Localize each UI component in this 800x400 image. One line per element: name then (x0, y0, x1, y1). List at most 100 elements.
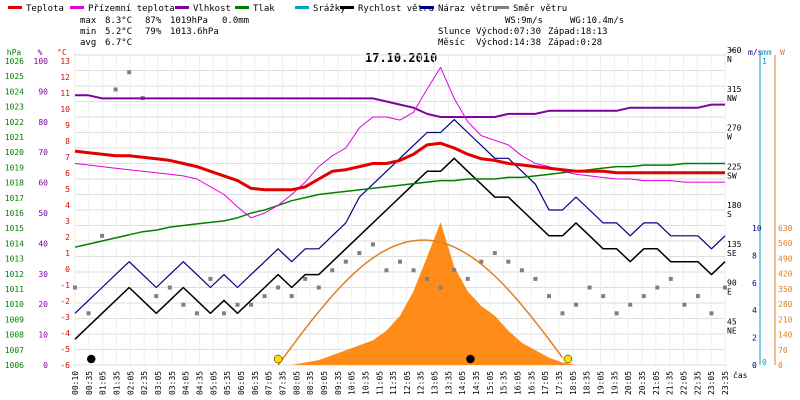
w-tick: 630 (778, 224, 793, 233)
series-wind-speed (74, 157, 726, 340)
w-tick: 490 (778, 254, 793, 263)
sun-path (277, 239, 564, 366)
wind-direction-point (587, 285, 592, 290)
c-tick: 5 (65, 185, 70, 194)
c-tick: -1 (60, 281, 70, 290)
x-tick: 12:05 (403, 371, 412, 395)
svg-text:max: max (80, 16, 97, 26)
axis-title: % (38, 48, 43, 57)
hpa-tick: 1022 (5, 118, 24, 127)
hpa-tick: 1006 (5, 361, 24, 370)
x-tick: 02:35 (140, 371, 149, 395)
x-tick: 03:05 (154, 371, 163, 395)
x-tick: 05:35 (223, 371, 232, 395)
rain: 0.0mm (222, 16, 249, 26)
stats-panel: max 8.3°C 87% 1019hPa 0.0mm min 5.2°C 79… (80, 16, 249, 48)
legend-label: Srážky (313, 4, 346, 14)
pct-tick: 20 (38, 300, 48, 309)
wind-direction-point (235, 302, 240, 307)
direction-tick: 360 (727, 46, 742, 55)
w-tick: 210 (778, 315, 793, 324)
min-press: 1013.6hPa (170, 27, 219, 37)
hpa-tick: 1008 (5, 331, 24, 340)
radiation-area (75, 222, 725, 365)
wind-direction-point (668, 276, 673, 281)
legend-swatch (295, 6, 309, 9)
x-tick: 06:35 (251, 371, 260, 395)
direction-label: NE (727, 326, 737, 335)
hpa-tick: 1023 (5, 103, 24, 112)
series-humidity (75, 94, 725, 118)
c-tick: -4 (60, 329, 70, 338)
sunrise-marker (273, 354, 283, 364)
x-tick: 03:35 (168, 371, 177, 395)
wind-gust-text: WG:10.4m/s (570, 16, 624, 26)
direction-tick: 90 (727, 279, 737, 288)
direction-label: S (727, 210, 732, 219)
wind-direction-point (73, 285, 77, 290)
series-gust (74, 119, 726, 314)
max-hum: 87% (145, 16, 162, 26)
c-tick: 3 (65, 217, 70, 226)
x-tick: 05:05 (209, 371, 218, 395)
wind-direction-point (262, 294, 267, 299)
svg-text:Západ:0:28: Západ:0:28 (548, 38, 602, 48)
axes: 1026102510241023102210211020101910181017… (5, 46, 793, 395)
svg-text:Východ:07:30: Východ:07:30 (476, 27, 541, 37)
mm-tick: 0 (762, 358, 767, 367)
direction-label: NW (727, 94, 737, 103)
w-tick: 0 (778, 361, 783, 370)
legend-swatch (340, 6, 354, 9)
min-hum: 79% (145, 27, 162, 37)
x-tick: 06:05 (237, 371, 246, 395)
wind-direction-point (289, 294, 294, 299)
hpa-tick: 1010 (5, 300, 24, 309)
svg-text:Východ:14:38: Východ:14:38 (476, 38, 541, 48)
c-tick: 8 (65, 137, 70, 146)
plot-area (73, 54, 727, 366)
wind-direction-point (330, 268, 335, 273)
wind-direction-point (86, 311, 91, 316)
legend-label: Náraz větru (438, 4, 498, 14)
wind-direction-point (425, 276, 430, 281)
x-tick: 15:05 (486, 371, 495, 395)
wind-direction-point (628, 302, 633, 307)
hpa-tick: 1015 (5, 224, 24, 233)
direction-tick: 225 (727, 162, 742, 171)
legend-swatch (70, 6, 84, 9)
x-tick: 04:05 (182, 371, 191, 395)
x-tick: 18:35 (583, 371, 592, 395)
pct-tick: 30 (38, 270, 48, 279)
x-tick: 21:05 (652, 371, 661, 395)
wind-direction-point (100, 233, 105, 238)
legend: Teplota Přízemní teplota Vlhkost Tlak Srážky… (8, 4, 567, 14)
wind-direction-point (560, 311, 565, 316)
x-tick: 14:35 (472, 371, 481, 395)
x-tick: 22:35 (693, 371, 702, 395)
x-tick: 16:35 (527, 371, 536, 395)
x-tick: 09:35 (334, 371, 343, 395)
avg-temp: 6.7°C (105, 38, 132, 48)
direction-tick: 45 (727, 317, 737, 326)
moonset-marker (87, 354, 96, 364)
direction-label: E (727, 288, 732, 297)
hpa-tick: 1020 (5, 148, 24, 157)
x-tick: 01:35 (112, 371, 121, 395)
wind-direction-point (695, 294, 700, 299)
c-tick: 12 (60, 73, 70, 82)
x-tick: 13:35 (444, 371, 453, 395)
wind-direction-point (492, 251, 497, 256)
legend-swatch (495, 6, 509, 9)
legend-swatch (235, 6, 249, 9)
axis-title: m/s (748, 48, 763, 57)
series-pressure (74, 162, 725, 248)
direction-tick: 135 (727, 240, 742, 249)
x-tick: 22:05 (680, 371, 689, 395)
c-tick: 10 (60, 105, 70, 114)
x-tick: 18:05 (569, 371, 578, 395)
x-tick: 09:05 (320, 371, 329, 395)
hpa-tick: 1011 (5, 285, 24, 294)
legend-swatch (175, 6, 189, 9)
axis-title: °C (57, 48, 67, 57)
c-tick: -6 (60, 361, 70, 370)
